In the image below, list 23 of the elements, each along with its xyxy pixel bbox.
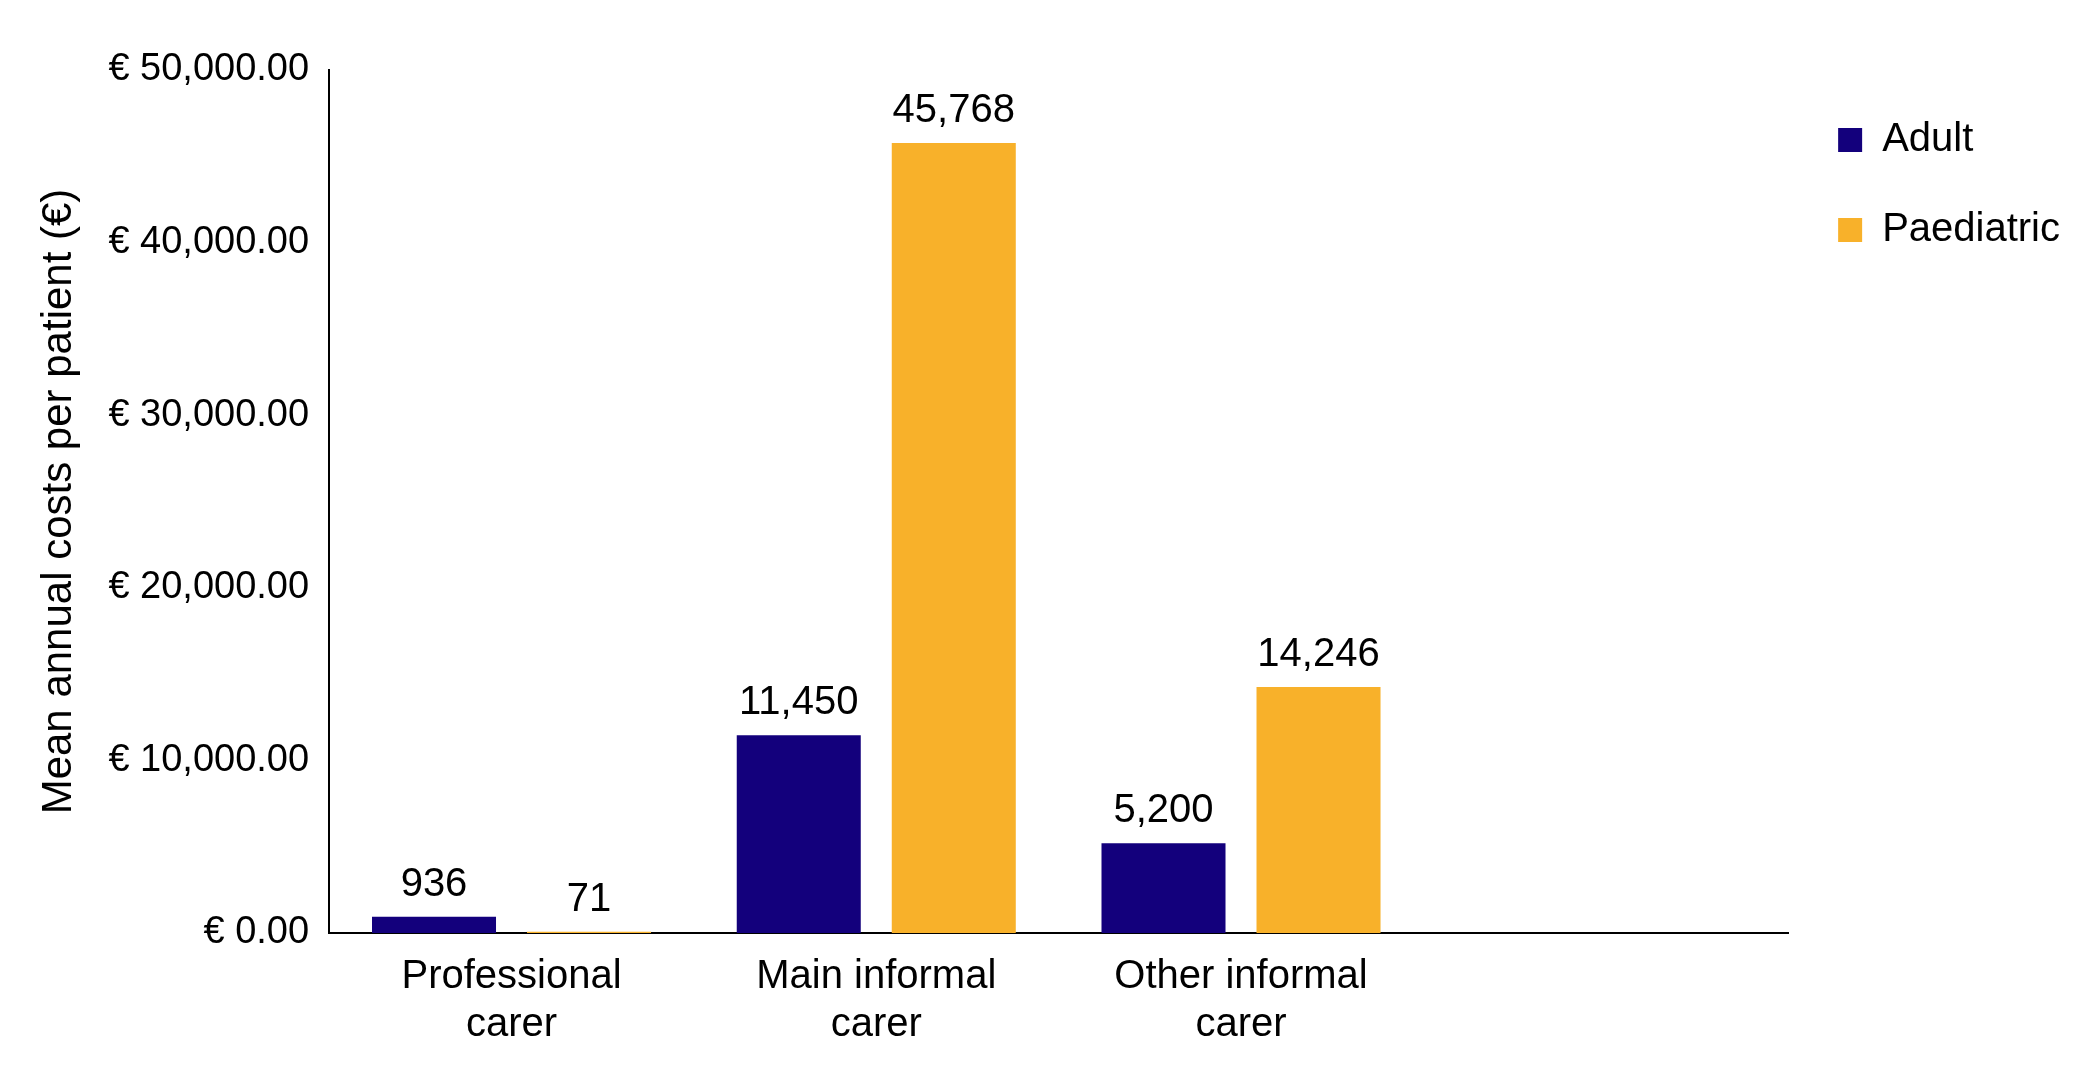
y-tick-label: € 20,000.00	[108, 564, 310, 607]
data-label: 14,246	[1257, 630, 1380, 675]
legend-label: Adult	[1882, 115, 1974, 160]
data-label: 71	[566, 874, 612, 919]
y-tick-label: € 30,000.00	[108, 391, 310, 434]
data-label: 5,200	[1113, 786, 1214, 831]
y-tick-label: € 50,000.00	[108, 46, 310, 89]
bar	[736, 735, 861, 933]
x-tick-label: Main informal carer	[756, 952, 997, 1045]
bar	[1256, 687, 1381, 933]
x-tick-label: Professional carer	[401, 952, 622, 1045]
x-tick-label: Other informal carer	[1114, 952, 1368, 1045]
bar	[372, 916, 497, 933]
data-label: 45,768	[892, 86, 1015, 131]
y-tick-label: € 40,000.00	[108, 219, 310, 262]
y-tick-label: € 10,000.00	[108, 736, 310, 779]
bar	[891, 143, 1016, 933]
bar	[1101, 843, 1226, 933]
y-tick-label: € 0.00	[203, 909, 310, 952]
legend-label: Paediatric	[1882, 205, 2060, 250]
data-label: 11,450	[739, 678, 859, 723]
data-label: 936	[400, 859, 468, 904]
y-axis-title: Mean annual costs per patient (€)	[32, 188, 80, 815]
